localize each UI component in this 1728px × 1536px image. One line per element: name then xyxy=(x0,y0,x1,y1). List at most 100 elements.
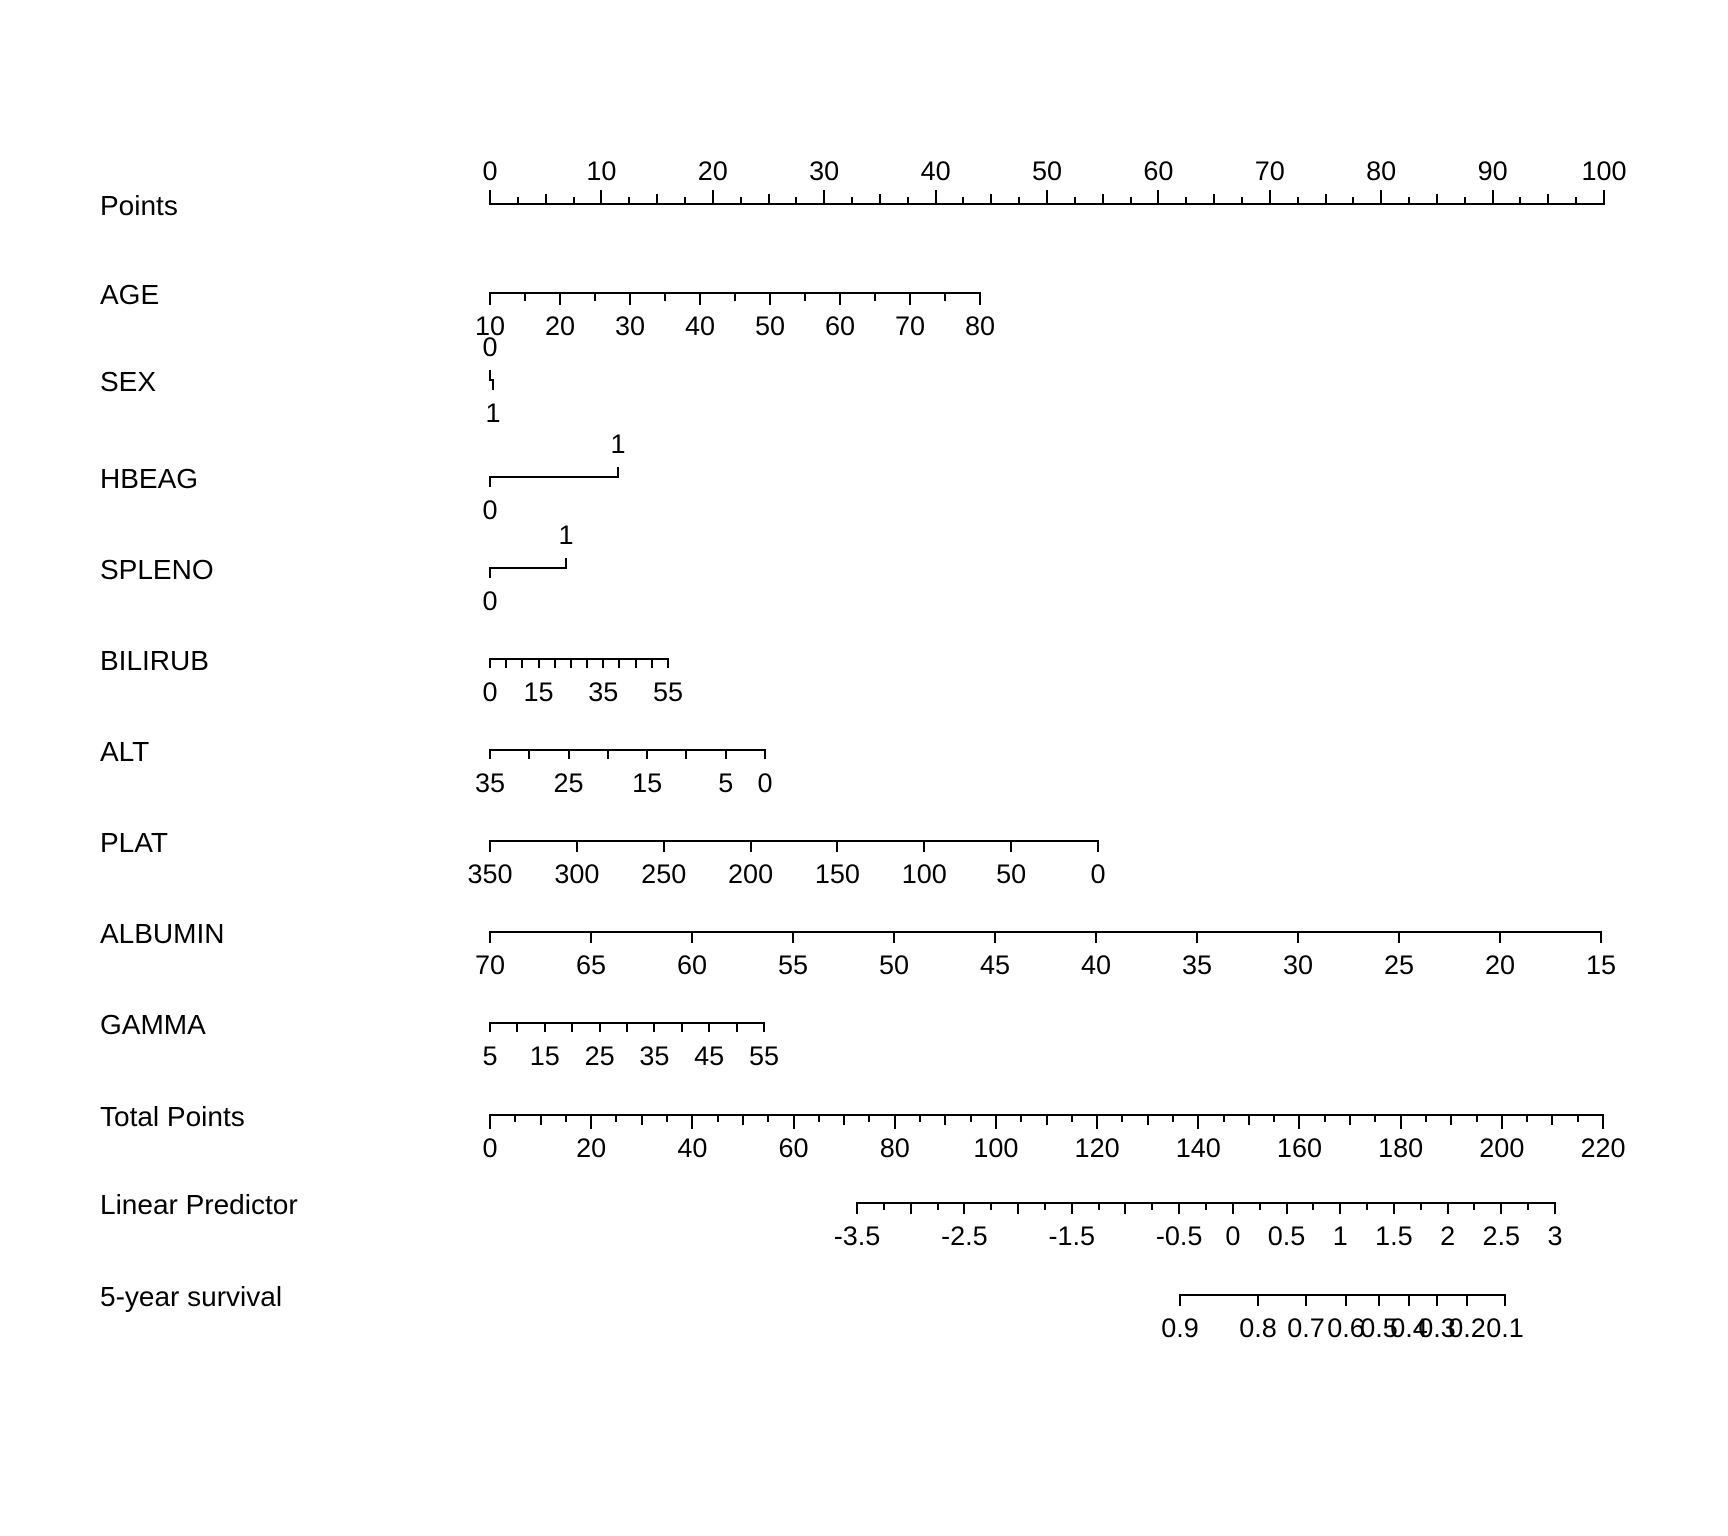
axis-line-spleno xyxy=(489,567,567,569)
tick-label-hbeag-low: 0 xyxy=(482,495,498,525)
axis-tick-hbeag-high xyxy=(617,467,619,477)
tick-label: 70 xyxy=(1254,156,1285,186)
axis-tick xyxy=(586,659,589,668)
axis-tick xyxy=(1466,1295,1468,1306)
axis-tick xyxy=(1020,1115,1023,1122)
tick-label: 45 xyxy=(979,950,1011,980)
axis-tick xyxy=(1129,197,1132,204)
axis-tick xyxy=(1602,1115,1604,1129)
axis-title-spleno: SPLENO xyxy=(100,554,214,585)
axis-tick xyxy=(569,659,572,668)
axis-tick xyxy=(1097,1203,1100,1210)
tick-label: 20 xyxy=(576,1133,607,1163)
axis-tick xyxy=(767,1115,770,1122)
axis-tick xyxy=(653,1023,656,1032)
axis-tick xyxy=(1527,1203,1530,1210)
tick-label: 180 xyxy=(1378,1133,1424,1163)
tick-label: 10 xyxy=(586,156,617,186)
axis-tick xyxy=(1070,1203,1073,1214)
tick-label: 25 xyxy=(584,1041,615,1071)
axis-tick xyxy=(969,1115,972,1122)
tick-label: 15 xyxy=(632,768,663,798)
axis-tick xyxy=(1222,1115,1225,1122)
axis-tick xyxy=(823,190,826,204)
tick-label: 200 xyxy=(728,859,774,889)
axis-tick xyxy=(524,293,526,301)
axis-tick xyxy=(559,293,561,305)
tick-label: 50 xyxy=(878,950,910,980)
axis-title-points: Points xyxy=(100,190,178,221)
axis-tick xyxy=(594,293,596,301)
axis-tick xyxy=(602,659,605,668)
axis-tick xyxy=(1366,1203,1369,1210)
axis-title-total-points: Total Points xyxy=(100,1101,245,1132)
axis-tick xyxy=(544,194,547,204)
tick-label: -1.5 xyxy=(1048,1221,1096,1251)
tick-label: 60 xyxy=(778,1133,809,1163)
axis-tick xyxy=(1500,1203,1503,1214)
tick-label: 250 xyxy=(641,859,687,889)
axis-tick xyxy=(1475,1115,1478,1122)
tick-label: 0 xyxy=(1090,859,1106,889)
axis-tick xyxy=(1213,194,1216,204)
axis-tick xyxy=(1171,1115,1174,1122)
axis-tick xyxy=(656,194,659,204)
tick-label: 140 xyxy=(1175,1133,1221,1163)
axis-tick xyxy=(1380,190,1383,204)
tick-label: 35 xyxy=(1181,950,1213,980)
tick-label: -2.5 xyxy=(941,1221,988,1251)
axis-tick xyxy=(489,293,491,305)
tick-label: 0.5 xyxy=(1267,1221,1306,1251)
axis-tick xyxy=(489,190,491,204)
axis-tick xyxy=(1010,841,1013,852)
axis-tick xyxy=(711,190,714,204)
tick-label: 70 xyxy=(474,950,506,980)
tick-label: 80 xyxy=(964,311,996,341)
tick-label: 100 xyxy=(973,1133,1019,1163)
axis-tick xyxy=(979,293,981,305)
tick-label: 90 xyxy=(1477,156,1508,186)
axis-tick xyxy=(963,1203,966,1214)
axis-tick xyxy=(792,1115,795,1129)
tick-label: 350 xyxy=(467,859,513,889)
axis-line-plat xyxy=(489,840,1099,842)
tick-label: 35 xyxy=(639,1041,670,1071)
axis-tick xyxy=(489,841,491,852)
axis-tick xyxy=(1018,197,1021,204)
axis-tick xyxy=(666,1115,669,1122)
axis-tick xyxy=(685,750,688,759)
axis-tick xyxy=(1551,1115,1554,1125)
tick-label: 80 xyxy=(1366,156,1397,186)
tick-label: 2 xyxy=(1440,1221,1456,1251)
tick-label: -0.5 xyxy=(1155,1221,1203,1251)
tick-label: 40 xyxy=(920,156,951,186)
axis-tick xyxy=(1419,1203,1422,1210)
tick-label: 60 xyxy=(1143,156,1174,186)
tick-label: 35 xyxy=(474,768,506,798)
axis-tick xyxy=(505,659,508,668)
axis-tick xyxy=(1446,1203,1449,1214)
axis-tick xyxy=(1247,1115,1250,1125)
axis-tick xyxy=(1324,194,1327,204)
tick-label-spleno-low: 0 xyxy=(482,586,498,616)
axis-tick xyxy=(543,1023,546,1032)
axis-tick xyxy=(735,1023,738,1032)
tick-label: 1 xyxy=(1332,1221,1348,1251)
axis-tick xyxy=(724,750,727,759)
tick-label: 50 xyxy=(1031,156,1063,186)
tick-label: 2.5 xyxy=(1482,1221,1521,1251)
tick-label: -3.5 xyxy=(833,1221,881,1251)
axis-line-survival-5yr xyxy=(1179,1294,1506,1296)
axis-tick xyxy=(1436,1295,1438,1306)
axis-tick xyxy=(699,293,701,305)
axis-tick xyxy=(662,841,665,852)
tick-label: 65 xyxy=(575,950,607,980)
tick-label: 55 xyxy=(777,950,809,980)
axis-tick xyxy=(629,293,631,305)
tick-label: 55 xyxy=(748,1041,780,1071)
axis-tick xyxy=(1312,1203,1315,1210)
axis-tick xyxy=(553,659,556,668)
axis-tick xyxy=(764,750,766,759)
axis-tick xyxy=(516,1023,519,1032)
